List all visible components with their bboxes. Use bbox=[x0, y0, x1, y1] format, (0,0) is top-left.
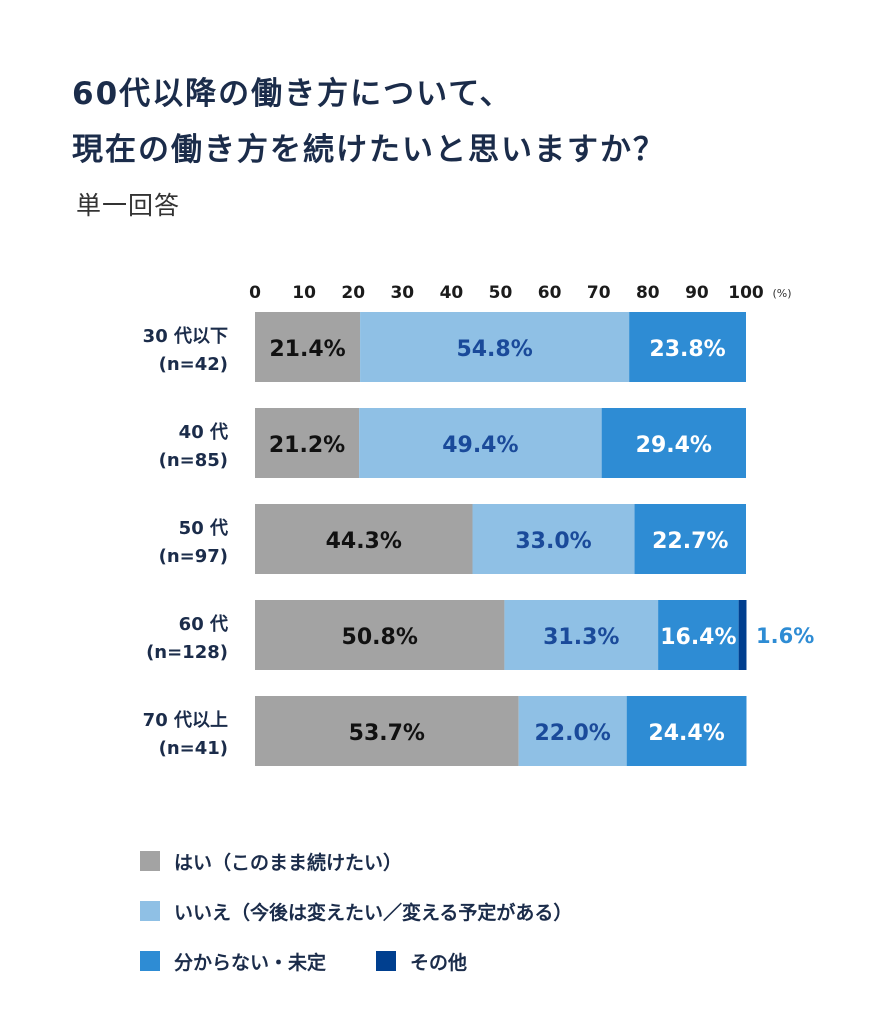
bar-segment bbox=[504, 600, 659, 670]
legend-item-other: その他 bbox=[376, 948, 467, 975]
data-label: 50.8% bbox=[342, 625, 418, 650]
category-label: 70 代以上 bbox=[143, 710, 228, 731]
legend-item-yes: はい（このまま続けたい） bbox=[140, 848, 402, 875]
data-label: 21.2% bbox=[269, 433, 345, 458]
bar-segment bbox=[359, 408, 602, 478]
bar-segment bbox=[255, 312, 361, 382]
category-n: (n=128) bbox=[146, 642, 228, 663]
data-label: 31.3% bbox=[543, 625, 619, 650]
legend-swatch bbox=[376, 951, 397, 971]
bar-segment bbox=[255, 504, 473, 574]
x-tick-label: 40 bbox=[440, 283, 464, 303]
title-line-2: 現在の働き方を続けたいと思いますか？ bbox=[72, 132, 666, 168]
data-label: 24.4% bbox=[648, 721, 724, 746]
bar-segment bbox=[626, 696, 747, 766]
x-unit-label: (%) bbox=[772, 287, 791, 300]
category-label: 60 代 bbox=[179, 614, 228, 635]
chart-subtitle: 単一回答 bbox=[76, 191, 181, 220]
legend-swatch bbox=[140, 851, 160, 871]
legend-label: いいえ（今後は変えたい／変える予定がある） bbox=[174, 901, 573, 924]
x-tick-label: 0 bbox=[249, 283, 261, 303]
legend-label: その他 bbox=[410, 951, 468, 974]
data-label: 23.8% bbox=[649, 337, 725, 362]
data-label: 53.7% bbox=[349, 721, 425, 746]
x-tick-label: 50 bbox=[489, 283, 513, 303]
bar-segment bbox=[472, 504, 635, 574]
legend: はい（このまま続けたい） いいえ（今後は変えたい／変える予定がある） 分からない… bbox=[140, 836, 622, 986]
data-label: 44.3% bbox=[326, 529, 402, 554]
data-label: 54.8% bbox=[456, 337, 532, 362]
category-label: 50 代 bbox=[179, 518, 228, 539]
x-tick-label: 20 bbox=[341, 283, 365, 303]
bar-segment bbox=[629, 312, 746, 382]
data-label: 29.4% bbox=[636, 433, 712, 458]
category-label: 30 代以下 bbox=[143, 326, 228, 347]
bar-segment bbox=[738, 600, 747, 670]
x-tick-label: 80 bbox=[636, 283, 660, 303]
title-line-1: 60代以降の働き方について、 bbox=[72, 76, 513, 112]
bar-segment bbox=[518, 696, 627, 766]
data-label: 16.4% bbox=[660, 625, 736, 650]
x-tick-label: 60 bbox=[538, 283, 562, 303]
chart-title: 60代以降の働き方について、 現在の働き方を続けたいと思いますか？ bbox=[72, 66, 666, 178]
legend-swatch bbox=[140, 951, 160, 971]
legend-label: 分からない・未定 bbox=[174, 951, 327, 974]
data-label: 22.7% bbox=[652, 529, 728, 554]
x-tick-label: 30 bbox=[390, 283, 414, 303]
data-label: 22.0% bbox=[535, 721, 611, 746]
bar-segment bbox=[658, 600, 739, 670]
bar-segment bbox=[601, 408, 746, 478]
legend-item-no: いいえ（今後は変えたい／変える予定がある） bbox=[140, 898, 572, 925]
bar-segment bbox=[255, 600, 505, 670]
category-n: (n=97) bbox=[159, 546, 228, 567]
category-n: (n=42) bbox=[159, 354, 228, 375]
data-label: 33.0% bbox=[515, 529, 591, 554]
bar-segment bbox=[255, 408, 360, 478]
category-n: (n=85) bbox=[159, 450, 228, 471]
data-label: 21.4% bbox=[269, 337, 345, 362]
bar-segment bbox=[255, 696, 519, 766]
data-label: 49.4% bbox=[442, 433, 518, 458]
data-label: 1.6% bbox=[756, 624, 814, 648]
category-label: 40 代 bbox=[179, 422, 228, 443]
x-tick-label: 90 bbox=[685, 283, 709, 303]
legend-swatch bbox=[140, 901, 160, 921]
legend-item-undecided: 分からない・未定 bbox=[140, 948, 326, 975]
legend-label: はい（このまま続けたい） bbox=[174, 851, 403, 874]
bar-segment bbox=[360, 312, 630, 382]
category-n: (n=41) bbox=[159, 738, 228, 759]
bar-segment bbox=[634, 504, 746, 574]
x-tick-label: 100 bbox=[728, 283, 764, 303]
x-tick-label: 70 bbox=[587, 283, 611, 303]
x-tick-label: 10 bbox=[292, 283, 316, 303]
